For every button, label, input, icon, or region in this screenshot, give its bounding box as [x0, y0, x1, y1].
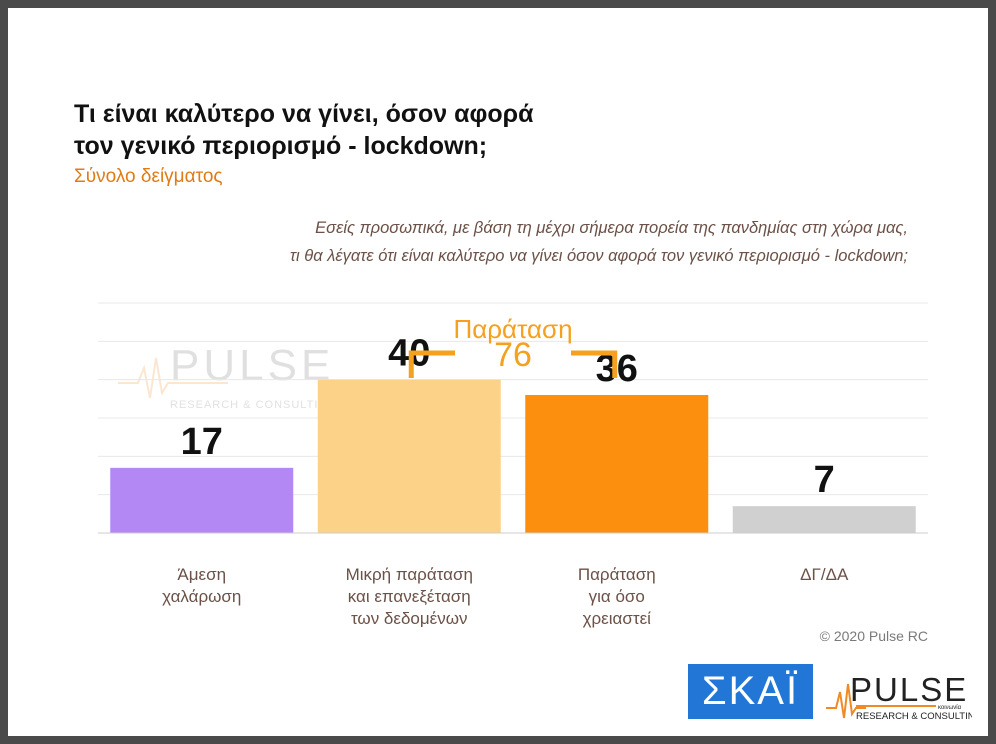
- category-label: των δεδομένων: [351, 609, 468, 628]
- category-label: και επανεξέταση: [348, 587, 471, 606]
- bar-1: [110, 467, 294, 533]
- copyright: © 2020 Pulse RC: [819, 628, 928, 644]
- chart-title: Τι είναι καλύτερο να γίνει, όσον αφορά τ…: [74, 98, 634, 162]
- bar-value-label: 7: [814, 459, 835, 501]
- question-line-2: τι θα λέγατε ότι είναι καλύτερο να γίνει…: [289, 247, 908, 265]
- category-label: χρειαστεί: [583, 609, 652, 628]
- pulse-logo-name: PULSE: [850, 671, 968, 708]
- slide: Τι είναι καλύτερο να γίνει, όσον αφορά τ…: [8, 8, 988, 736]
- category-label: Άμεση: [177, 565, 226, 584]
- category-label: για όσο: [589, 587, 645, 606]
- bar-4: [732, 506, 916, 533]
- pulse-logo: PULSE κοινωνία RESEARCH & CONSULTING: [826, 671, 972, 722]
- bar-2: [317, 379, 501, 533]
- pulse-watermark: PULSE RESEARCH & CONSULTING: [118, 341, 337, 411]
- watermark-name: PULSE: [170, 341, 334, 390]
- pulse-logo-small: κοινωνία: [938, 705, 962, 711]
- chart-subtitle: Σύνολο δείγματος: [74, 166, 223, 187]
- bracket-value: 76: [494, 336, 532, 374]
- category-label: χαλάρωση: [162, 587, 241, 606]
- question-line-1: Εσείς προσωπικά, με βάση τη μέχρι σήμερα…: [315, 219, 908, 237]
- skai-logo: ΣΚΑΪ: [688, 664, 813, 719]
- bracket-label: Παράταση: [453, 314, 572, 344]
- bar-value-label: 17: [181, 421, 223, 463]
- bracket-left: [408, 350, 455, 378]
- category-label: Μικρή παράταση: [346, 565, 473, 584]
- bar-3: [525, 395, 709, 533]
- title-line-1: Τι είναι καλύτερο να γίνει, όσον αφορά: [74, 100, 534, 128]
- survey-question: Εσείς προσωπικά, με βάση τη μέχρι σήμερα…: [148, 214, 908, 270]
- category-label: ΔΓ/ΔΑ: [800, 565, 849, 584]
- watermark-tagline: RESEARCH & CONSULTING: [170, 399, 337, 411]
- pulse-logo-tagline: RESEARCH & CONSULTING: [856, 711, 972, 722]
- category-label: Παράταση: [578, 565, 656, 584]
- bracket-right: [571, 350, 618, 378]
- title-line-2: τον γενικό περιορισμό - lockdown;: [74, 132, 488, 160]
